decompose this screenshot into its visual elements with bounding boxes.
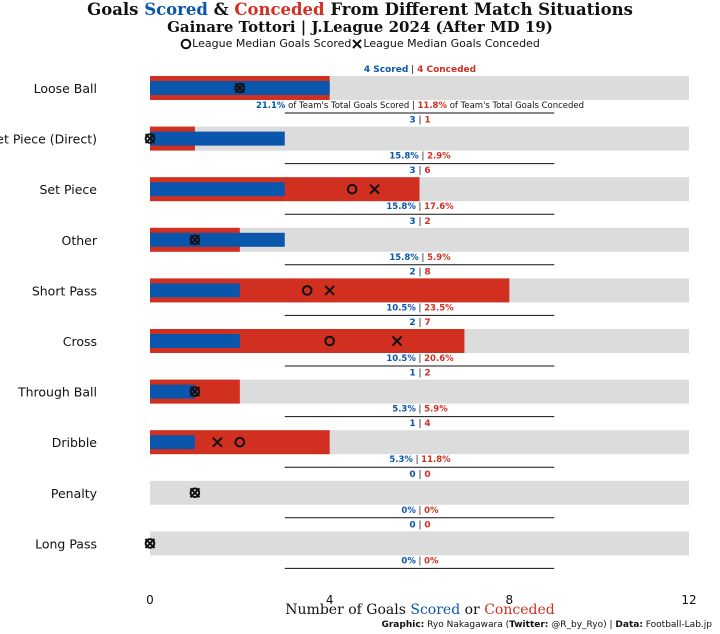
bar-scored — [150, 232, 285, 247]
count-annotation: 2 | 7 — [409, 318, 430, 328]
xlabel-part-1: Number of Goals — [285, 602, 411, 618]
credit-data-value: Football-Lab.jp — [642, 620, 712, 630]
title-part-3: From Different Match Situations — [324, 0, 633, 19]
category-label: Other — [62, 233, 98, 248]
median-scored-marker — [234, 436, 246, 448]
median-conceded-marker — [144, 133, 156, 144]
median-conceded-marker — [144, 538, 156, 549]
chart-title: Goals Scored & Conceded From Different M… — [0, 0, 720, 19]
bar-scored — [150, 182, 285, 197]
title-part-2: & — [207, 0, 235, 19]
row-background-bar — [150, 480, 689, 505]
median-scored-marker — [189, 234, 201, 246]
row-background-bar — [150, 531, 689, 556]
median-scored-marker — [234, 82, 246, 94]
pct-annotation: 15.8% | 2.9% — [389, 152, 451, 162]
bar-scored — [150, 283, 240, 298]
median-scored-marker — [189, 487, 201, 499]
legend-scored-label: League Median Goals Scored — [192, 37, 352, 50]
xlabel-scored-word: Scored — [410, 602, 461, 618]
median-conceded-marker — [369, 183, 380, 195]
category-label: Dribble — [52, 435, 98, 450]
pct-annotation: 10.5% | 23.5% — [386, 303, 454, 313]
category-label: Through Ball — [17, 385, 97, 400]
pct-annotation: 0% | 0% — [401, 506, 439, 516]
pct-annotation: 5.3% | 11.8% — [389, 455, 451, 465]
median-conceded-x-icon — [352, 39, 363, 49]
credit-twitter-value: @R_by_Ryo) | — [548, 620, 616, 630]
x-axis-label: Number of Goals Scored or Conceded — [0, 602, 720, 618]
x-tick-label: 0 — [146, 593, 154, 607]
pct-annotation: 15.8% | 17.6% — [386, 202, 454, 212]
title-conceded-word: Conceded — [234, 0, 325, 19]
category-label: Cross — [63, 334, 97, 349]
median-conceded-marker — [234, 82, 246, 94]
median-scored-marker — [189, 386, 201, 397]
median-conceded-marker — [324, 285, 335, 296]
median-conceded-marker — [189, 386, 201, 397]
count-annotation: 0 | 0 — [409, 520, 430, 530]
title-scored-word: Scored — [144, 0, 208, 19]
legend: League Median Goals Scored League Median … — [0, 37, 720, 50]
count-annotation: 1 | 4 — [409, 419, 430, 429]
category-label: Long Pass — [35, 536, 97, 551]
pct-annotation: 5.3% | 5.9% — [392, 405, 448, 415]
legend-conceded-label: League Median Goals Conceded — [363, 37, 540, 50]
pct-annotation: 10.5% | 20.6% — [386, 354, 454, 364]
chart-subtitle: Gainare Tottori | J.League 2024 (After M… — [167, 18, 553, 36]
x-tick-label: 8 — [506, 593, 514, 607]
bar-scored — [150, 334, 240, 348]
xlabel-part-2: or — [460, 602, 485, 618]
median-scored-circle-icon — [180, 38, 192, 50]
pct-annotation: 15.8% | 5.9% — [389, 253, 451, 263]
x-tick-label: 12 — [681, 593, 696, 607]
median-conceded-marker — [391, 335, 403, 347]
count-annotation: 3 | 1 — [409, 116, 430, 126]
count-annotation: 3 | 6 — [409, 166, 430, 176]
credit-data-label: Data: — [615, 620, 643, 630]
bar-scored — [150, 384, 195, 399]
median-scored-marker — [324, 335, 335, 347]
category-label: Set Piece (Direct) — [0, 132, 97, 147]
credit-graphic-label: Graphic: — [381, 620, 425, 630]
category-label: Penalty — [51, 486, 98, 501]
count-annotation: 0 | 0 — [409, 470, 430, 480]
count-annotation: 1 | 2 — [409, 369, 430, 379]
count-annotation: 3 | 2 — [409, 217, 430, 227]
category-label: Loose Ball — [34, 81, 97, 96]
credit-twitter-label: Twitter: — [509, 620, 549, 630]
credit-graphic-value: Ryo Nakagawara ( — [424, 620, 510, 630]
median-scored-marker — [144, 538, 156, 549]
median-scored-marker — [301, 285, 313, 296]
title-part-1: Goals — [87, 0, 145, 19]
median-conceded-marker — [189, 487, 201, 499]
median-scored-marker — [144, 133, 156, 144]
xlabel-conceded-word: Conceded — [484, 602, 555, 618]
bar-scored — [150, 435, 195, 450]
pct-annotation: 21.1% of Team's Total Goals Scored | 11.… — [256, 101, 584, 111]
x-tick-label: 4 — [326, 593, 334, 607]
bar-scored — [150, 131, 285, 146]
category-label: Short Pass — [32, 283, 97, 298]
median-conceded-marker — [189, 234, 201, 246]
category-label: Set Piece — [40, 182, 98, 197]
median-conceded-marker — [212, 436, 223, 448]
count-annotation: 4 Scored | 4 Conceded — [364, 65, 476, 75]
median-scored-marker — [346, 183, 358, 195]
pct-annotation: 0% | 0% — [401, 556, 439, 566]
credit-line: Graphic: Ryo Nakagawara (Twitter: @R_by_… — [381, 620, 712, 630]
count-annotation: 2 | 8 — [409, 267, 430, 277]
